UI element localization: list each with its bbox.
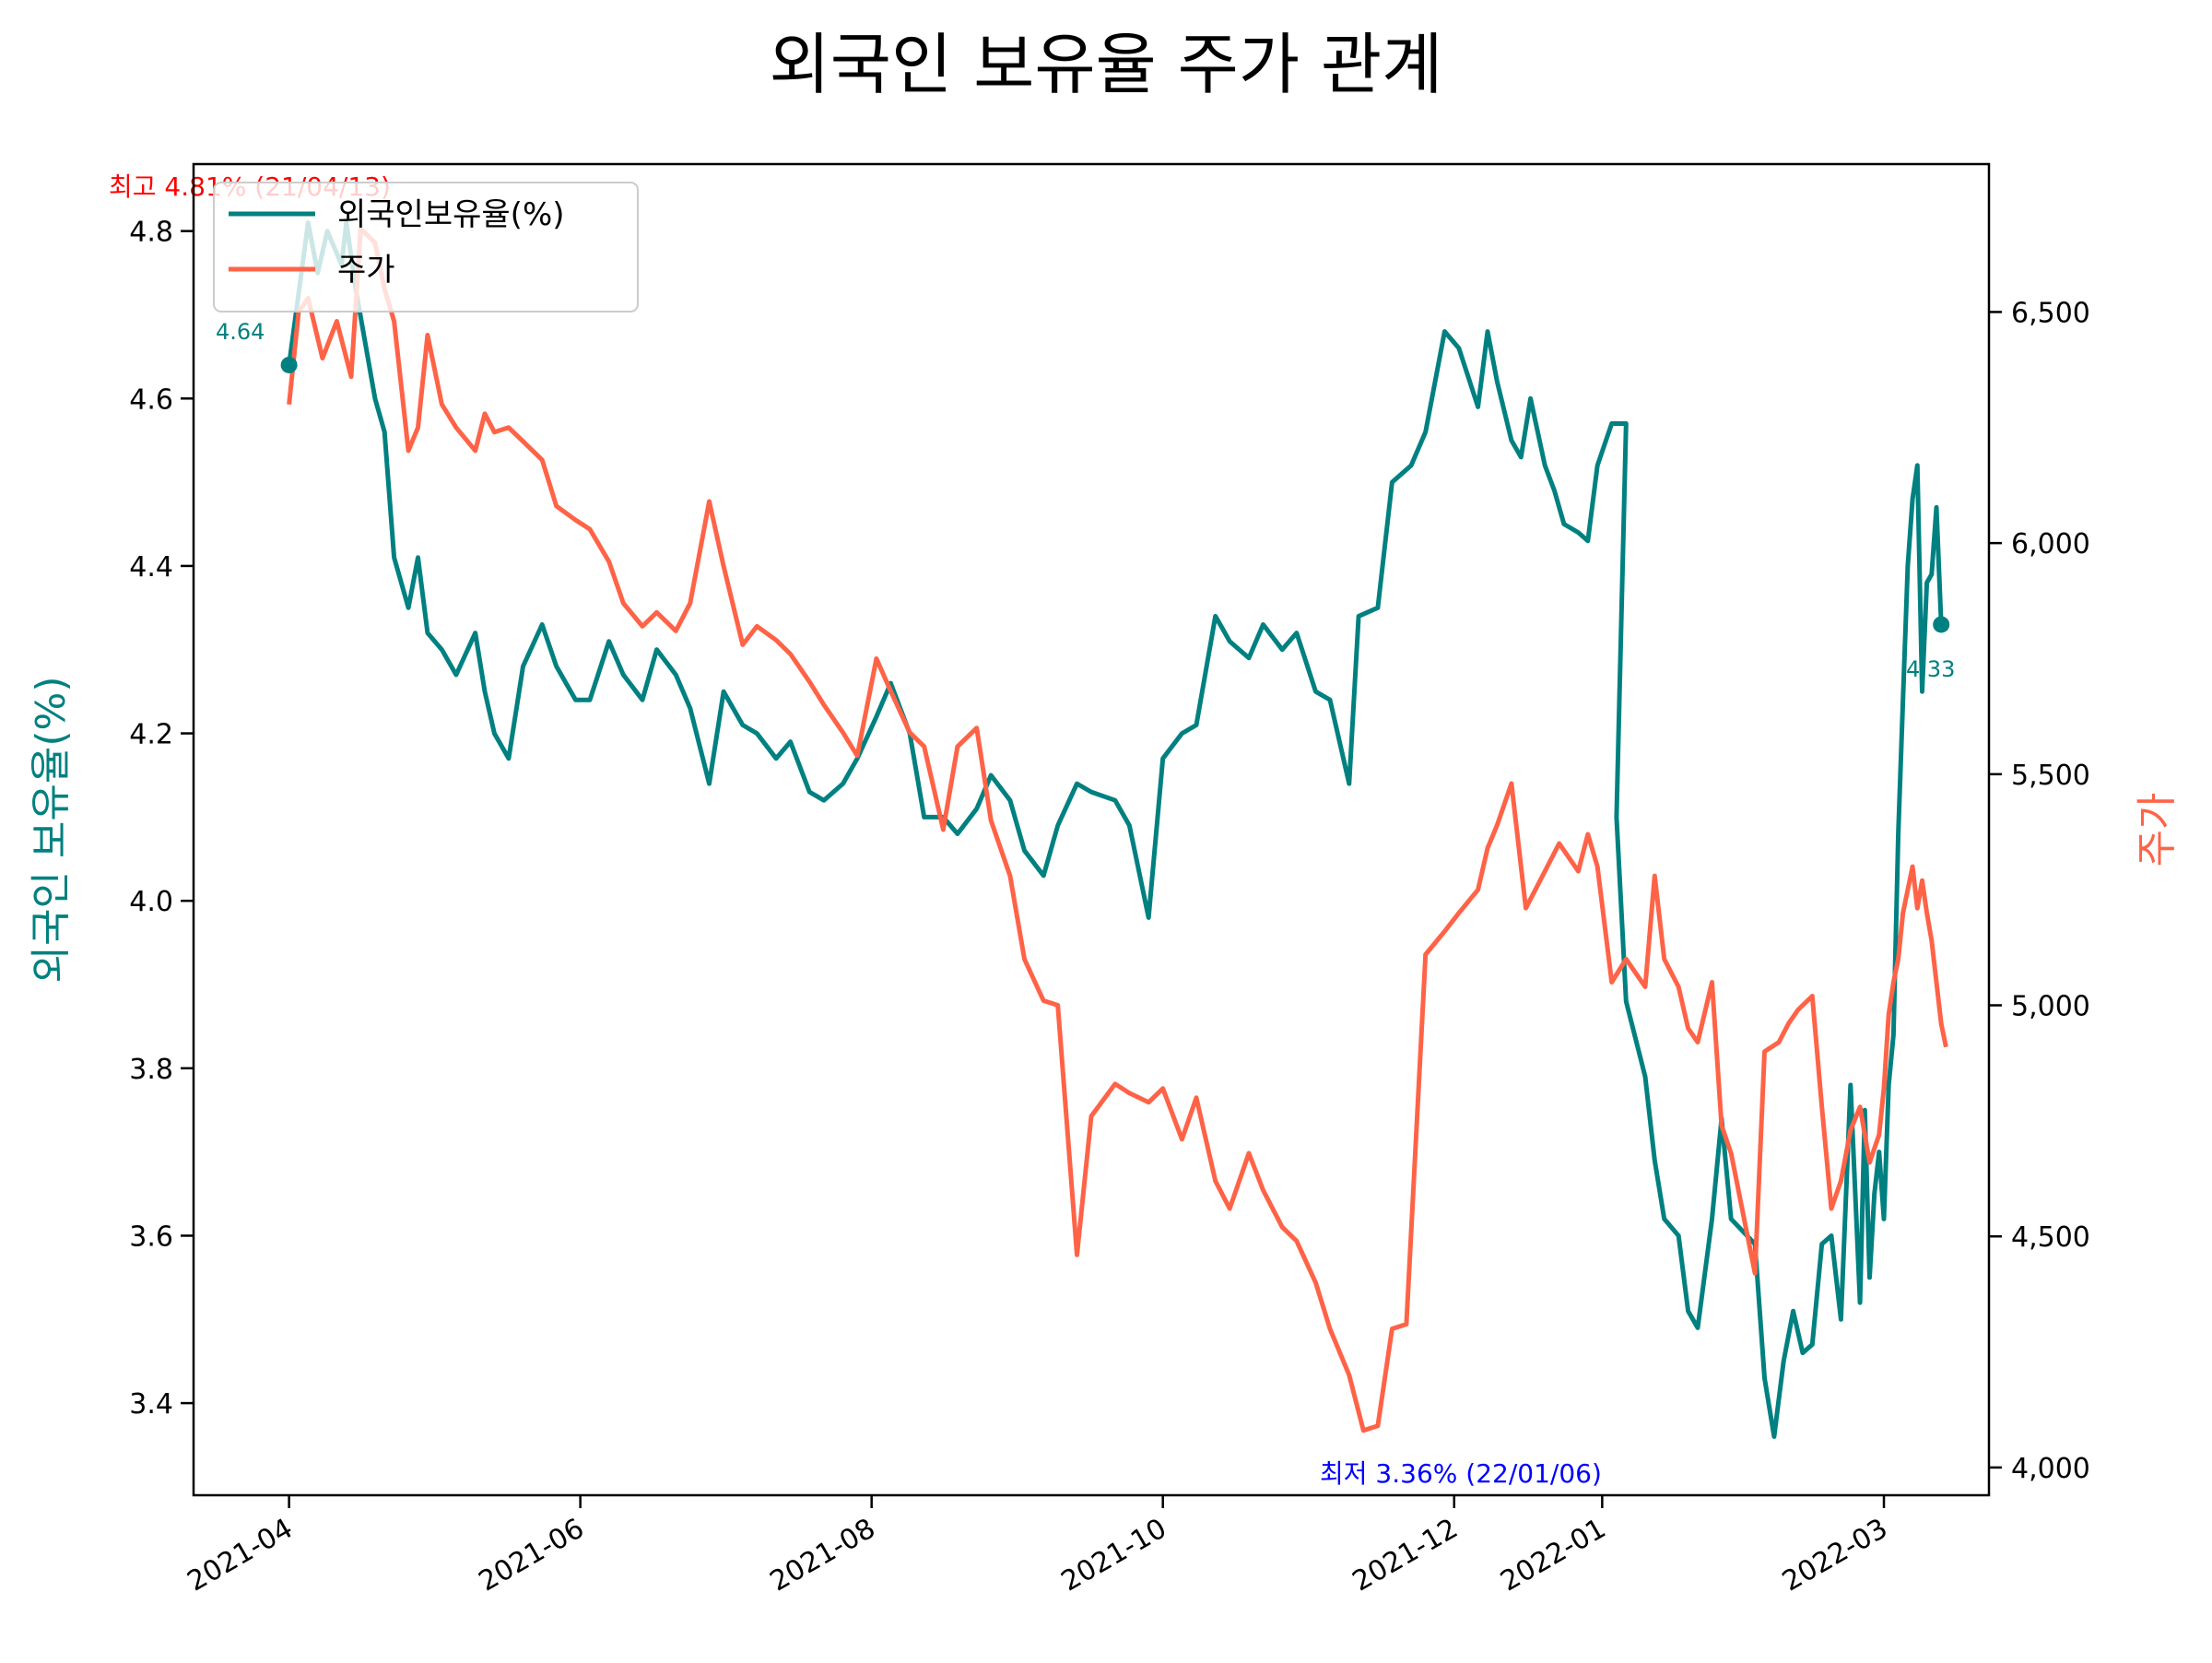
min-annotation: 최저 3.36% (22/01/06) xyxy=(1320,1458,1602,1489)
y-left-tick-label: 4.4 xyxy=(129,551,173,584)
y-right-tick-label: 6,500 xyxy=(2011,297,2090,329)
y-left-tick-label: 4.6 xyxy=(129,383,173,416)
legend-box xyxy=(213,182,639,313)
y-right-tick-label: 4,000 xyxy=(2011,1453,2090,1485)
start-point-marker xyxy=(280,356,298,373)
y-right-tick-label: 6,000 xyxy=(2011,528,2090,560)
y-axis-left-label: 외국인 보유율(%) xyxy=(28,676,75,983)
y-left-tick-label: 4.8 xyxy=(129,217,173,249)
y-left-tick-label: 3.6 xyxy=(129,1221,173,1253)
y-left-tick-label: 3.4 xyxy=(129,1388,173,1421)
legend-label-holding: 외국인보유율(%) xyxy=(337,196,565,233)
legend: 외국인보유율(%) 주가 xyxy=(213,182,639,313)
plot-frame xyxy=(192,162,1991,1497)
y-left-tick-label: 3.8 xyxy=(129,1054,173,1086)
y-right-tick-label: 4,500 xyxy=(2011,1221,2090,1254)
chart-title: 외국인 보유율 주가 관계 xyxy=(769,26,1442,103)
y-axis-right-label: 주가 xyxy=(2134,793,2181,867)
series-line-holding xyxy=(287,220,1944,1439)
start-value-label: 4.64 xyxy=(216,319,265,345)
y-right-tick-label: 5,500 xyxy=(2011,760,2090,792)
y-left-tick-label: 4.0 xyxy=(129,886,173,918)
end-value-label: 4.33 xyxy=(1906,656,1955,682)
series-layer xyxy=(280,220,1950,1439)
y-right-tick-label: 5,000 xyxy=(2011,991,2090,1023)
legend-label-price: 주가 xyxy=(337,252,395,289)
y-axis-left: 3.4 3.6 3.8 4.0 4.2 4.4 4.6 4.8 xyxy=(129,217,194,1421)
y-axis-right: 4,000 4,500 5,000 5,500 6,000 6,500 xyxy=(1989,297,2090,1485)
end-point-marker xyxy=(1933,616,1950,633)
y-left-tick-label: 4.2 xyxy=(129,719,173,751)
series-line-price xyxy=(287,226,1948,1433)
